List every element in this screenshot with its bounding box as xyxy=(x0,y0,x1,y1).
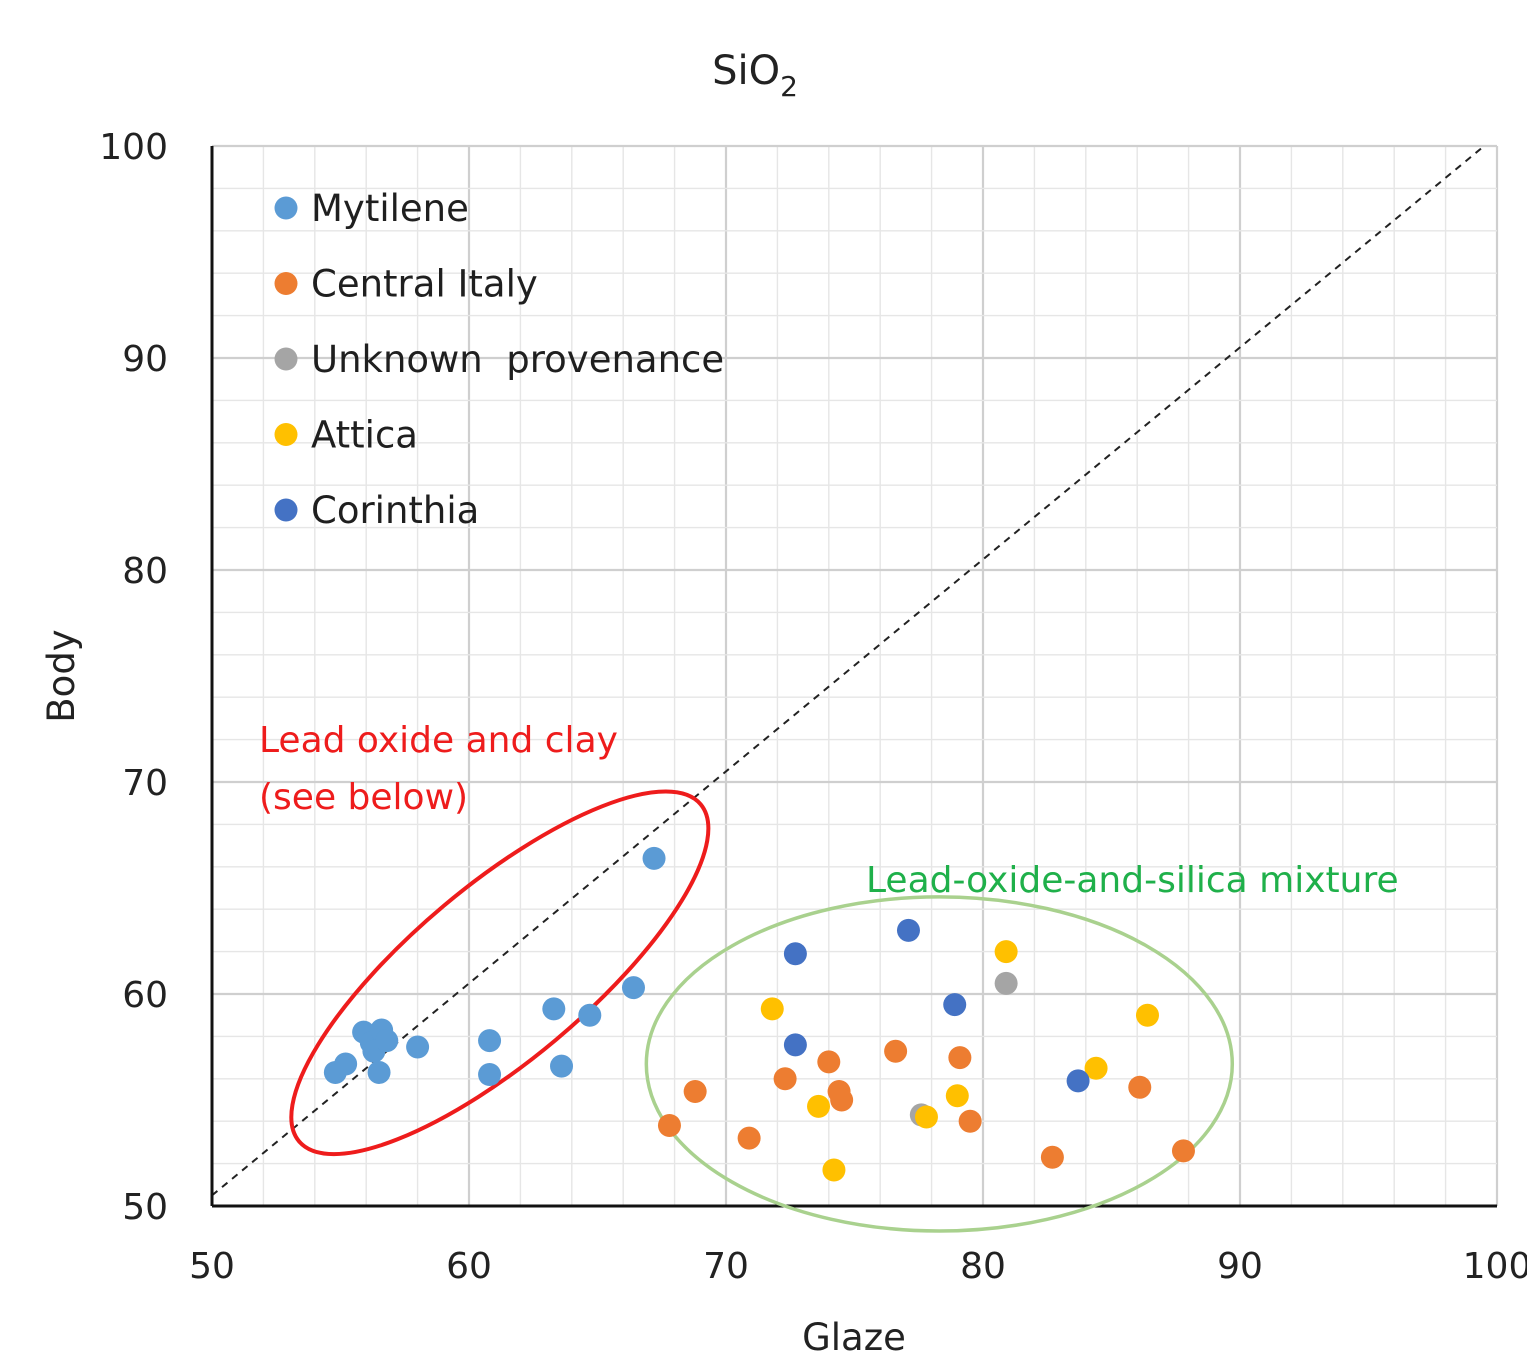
data-points xyxy=(323,846,1195,1182)
tick-labels: 50 60 70 80 90 100 50 60 70 80 90 100 xyxy=(99,127,1527,1287)
data-point-central-italy xyxy=(657,1113,681,1137)
chart-title: SiO2 xyxy=(712,48,798,103)
legend-label: Central Italy xyxy=(311,263,538,306)
x-tick-label: 70 xyxy=(703,1246,749,1287)
x-tick-label: 50 xyxy=(189,1246,235,1287)
y-tick-label: 50 xyxy=(122,1187,168,1228)
reference-line-layer xyxy=(211,145,1485,1197)
legend-marker xyxy=(274,196,298,220)
x-tick-label: 80 xyxy=(960,1246,1006,1287)
x-tick-label: 60 xyxy=(446,1246,492,1287)
y-axis-title: Body xyxy=(40,629,83,722)
data-point-corinthia xyxy=(783,1033,807,1057)
data-point-central-italy xyxy=(1040,1145,1064,1169)
data-point-attica xyxy=(1135,1003,1159,1027)
data-point-central-italy xyxy=(817,1050,841,1074)
data-point-mytilene xyxy=(578,1003,602,1027)
legend-marker xyxy=(274,347,298,371)
data-point-attica xyxy=(914,1105,938,1129)
data-point-central-italy xyxy=(773,1067,797,1091)
data-point-attica xyxy=(994,940,1018,964)
y-tick-label: 90 xyxy=(122,339,168,380)
data-point-corinthia xyxy=(783,942,807,966)
data-point-mytilene xyxy=(478,1063,502,1087)
legend-marker xyxy=(274,272,298,295)
data-point-mytilene xyxy=(621,976,645,1000)
data-point-mytilene xyxy=(642,846,666,870)
x-axis-title: Glaze xyxy=(802,1316,906,1357)
annotations: Lead oxide and clay (see below) Lead-oxide… xyxy=(259,720,1399,901)
data-point-mytilene xyxy=(478,1029,502,1053)
legend-label: Corinthia xyxy=(311,489,479,532)
data-point-attica xyxy=(945,1084,969,1108)
annotation-text: (see below) xyxy=(259,777,468,818)
x-tick-label: 90 xyxy=(1217,1246,1263,1287)
legend-label: Attica xyxy=(311,414,418,457)
data-point-central-italy xyxy=(1171,1139,1195,1163)
axes xyxy=(210,146,1497,1208)
data-point-mytilene xyxy=(542,997,566,1021)
annotation-text: Lead-oxide-and-silica mixture xyxy=(866,860,1399,901)
data-point-mytilene xyxy=(334,1052,358,1076)
data-point-attica xyxy=(822,1158,846,1182)
legend: Mytilene Central Italy Unknown provenance A… xyxy=(274,187,724,532)
y-tick-label: 100 xyxy=(99,127,168,168)
data-point-corinthia xyxy=(896,918,920,942)
legend-marker xyxy=(274,498,298,522)
y-tick-label: 80 xyxy=(122,551,168,592)
grid-lines xyxy=(210,144,1499,1208)
y-tick-label: 70 xyxy=(122,763,168,804)
chart-title-subscript: 2 xyxy=(780,70,798,103)
data-point-attica xyxy=(807,1094,831,1118)
data-point-corinthia xyxy=(943,993,967,1017)
x-tick-label: 100 xyxy=(1463,1246,1527,1287)
data-point-central-italy xyxy=(948,1046,972,1070)
data-point-mytilene xyxy=(375,1029,399,1053)
y-tick-label: 60 xyxy=(122,975,168,1016)
data-point-unknown-provenance xyxy=(994,971,1018,995)
legend-label: Mytilene xyxy=(311,187,469,230)
data-point-mytilene xyxy=(367,1060,391,1084)
data-point-attica xyxy=(1084,1056,1108,1080)
cluster-ellipses xyxy=(289,789,1235,1233)
data-point-corinthia xyxy=(1066,1069,1090,1093)
annotation-text: Lead oxide and clay xyxy=(259,720,618,761)
data-point-central-italy xyxy=(830,1088,854,1112)
data-point-central-italy xyxy=(737,1126,761,1150)
cluster-ellipse-1 xyxy=(289,789,711,1157)
reference-line xyxy=(211,145,1485,1197)
data-point-central-italy xyxy=(1128,1075,1152,1099)
cluster-ellipse-2 xyxy=(644,895,1235,1233)
legend-label: Unknown provenance xyxy=(311,338,724,381)
data-point-central-italy xyxy=(884,1039,908,1063)
data-point-mytilene xyxy=(550,1054,574,1078)
data-point-mytilene xyxy=(406,1035,430,1059)
data-point-central-italy xyxy=(683,1080,707,1104)
legend-marker xyxy=(274,423,298,446)
data-point-central-italy xyxy=(958,1109,982,1133)
data-point-attica xyxy=(760,997,784,1021)
